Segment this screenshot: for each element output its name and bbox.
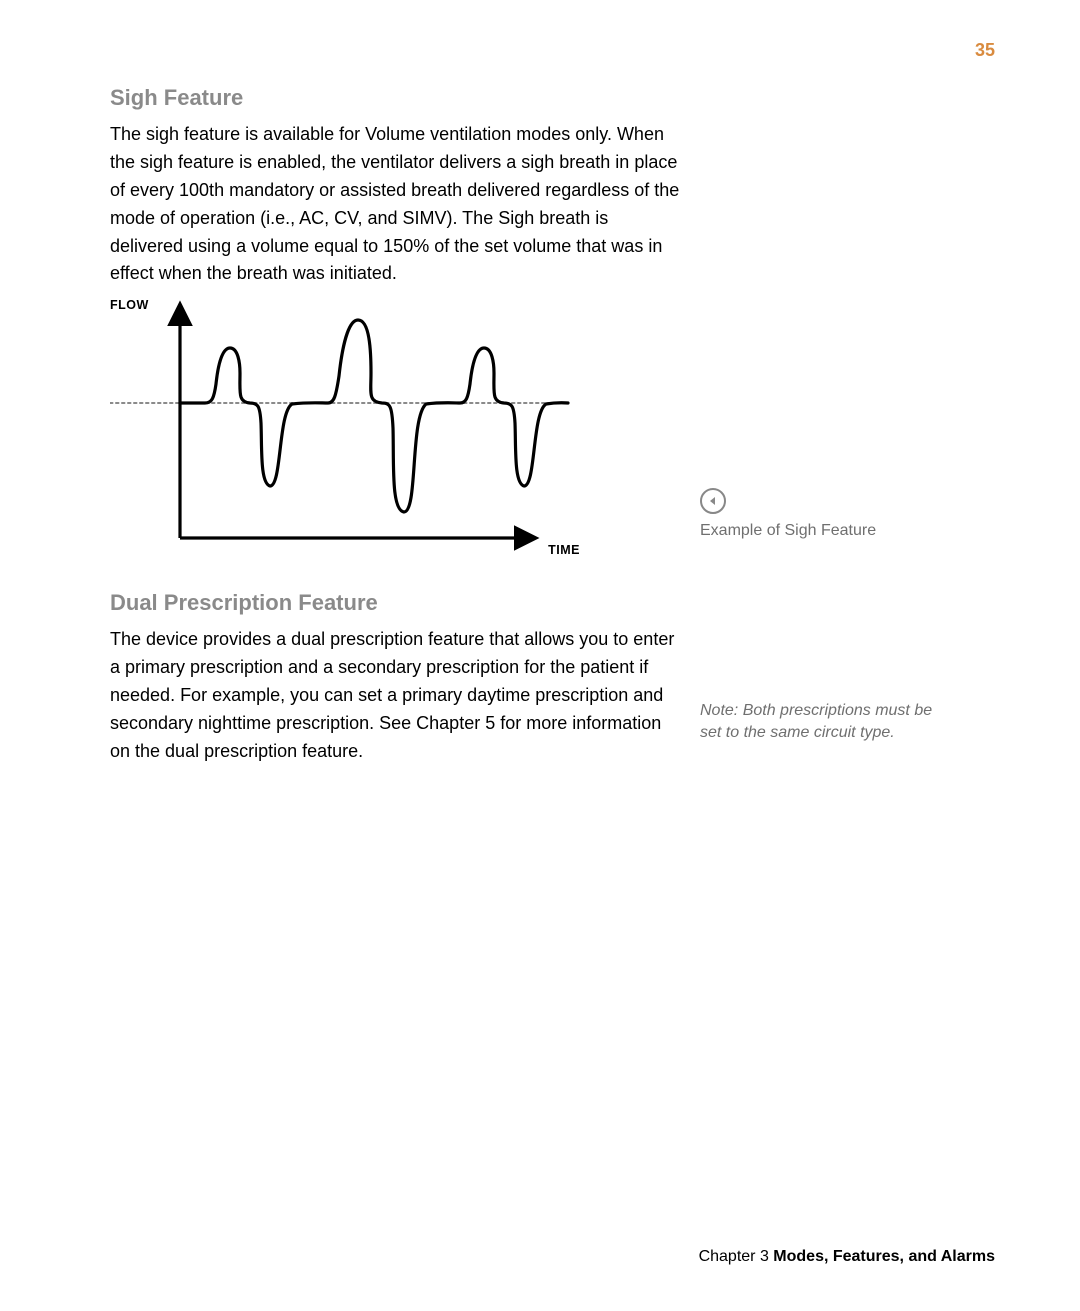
section-body-sigh: The sigh feature is available for Volume… xyxy=(110,121,680,288)
section-title-sigh: Sigh Feature xyxy=(110,85,680,111)
footer-title: Modes, Features, and Alarms xyxy=(773,1248,995,1265)
triangle-left-icon xyxy=(700,488,726,514)
x-axis-label: TIME xyxy=(548,543,580,557)
note-line2: set to the same circuit type. xyxy=(700,724,895,741)
y-axis-label: FLOW xyxy=(110,298,149,312)
section-dual-prescription: Dual Prescription Feature The device pro… xyxy=(110,590,680,771)
section-sigh-feature: Sigh Feature The sigh feature is availab… xyxy=(110,85,680,553)
figure-caption-sigh: Example of Sigh Feature xyxy=(700,488,950,542)
section-title-dual: Dual Prescription Feature xyxy=(110,590,680,616)
section-body-dual: The device provides a dual prescription … xyxy=(110,626,680,765)
chart-svg xyxy=(110,298,580,553)
flow-time-chart: FLOW TIME xyxy=(110,298,580,553)
page-number: 35 xyxy=(975,40,995,61)
note-dual-prescription: Note: Both prescriptions must be set to … xyxy=(700,700,950,743)
caption-text: Example of Sigh Feature xyxy=(700,522,876,539)
page-footer: Chapter 3 Modes, Features, and Alarms xyxy=(699,1248,995,1266)
footer-chapter: Chapter 3 xyxy=(699,1248,774,1265)
note-line1: Note: Both prescriptions must be xyxy=(700,702,932,719)
